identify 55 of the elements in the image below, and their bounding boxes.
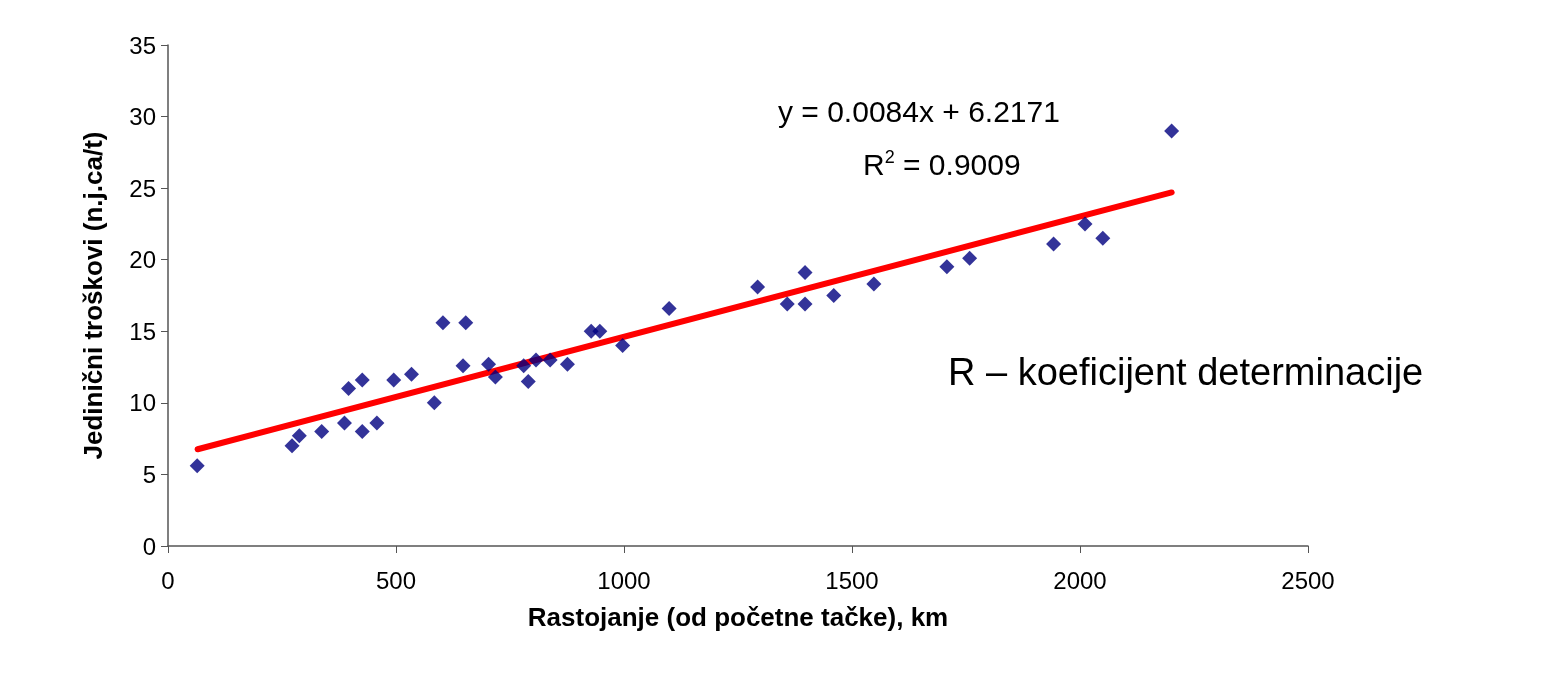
x-tick-label: 0 — [161, 566, 175, 594]
point — [291, 428, 307, 444]
annotation: R – koeficijent determinacije — [948, 351, 1424, 393]
y-axis-title: Jedinični troškovi (n.j.ca/t) — [78, 131, 108, 460]
point — [1095, 230, 1111, 246]
x-tick-label: 1500 — [825, 566, 879, 594]
point — [866, 276, 882, 292]
x-tick-label: 2500 — [1281, 566, 1335, 594]
annotation: y = 0.0084x + 6.2171 — [778, 94, 1060, 128]
point — [404, 366, 419, 382]
x-tick-label: 1000 — [597, 566, 651, 594]
point — [386, 372, 402, 388]
point — [962, 250, 978, 266]
y-tick-label: 30 — [129, 103, 156, 131]
point — [189, 458, 205, 474]
point — [369, 415, 385, 431]
point — [661, 300, 677, 316]
point — [458, 315, 474, 331]
point — [354, 372, 370, 388]
y-tick-label: 10 — [129, 389, 156, 417]
point — [455, 358, 471, 374]
y-tick-label: 5 — [142, 460, 156, 488]
point — [592, 323, 608, 339]
point — [314, 423, 330, 439]
point — [354, 423, 370, 439]
point — [542, 352, 558, 368]
point — [797, 265, 813, 281]
point — [516, 358, 532, 374]
y-tick-label: 25 — [129, 174, 156, 202]
point — [1164, 123, 1180, 139]
x-axis-title: Rastojanje (od početne tačke), km — [527, 602, 949, 632]
point — [481, 356, 497, 372]
point — [779, 296, 795, 312]
point — [284, 438, 300, 454]
point — [426, 395, 442, 411]
point — [336, 415, 352, 431]
point — [750, 279, 766, 295]
y-tick-label: 35 — [129, 31, 156, 59]
point — [1077, 216, 1093, 232]
point — [939, 259, 955, 275]
point — [528, 352, 544, 368]
point — [487, 369, 503, 385]
point — [435, 315, 451, 331]
y-tick-label: 15 — [129, 317, 156, 345]
x-tick-label: 500 — [375, 566, 417, 594]
point — [1046, 236, 1062, 252]
y-tick-label: 20 — [129, 246, 156, 274]
point — [341, 381, 357, 397]
point — [797, 296, 813, 312]
point — [520, 373, 536, 389]
point — [615, 338, 631, 354]
y-tick-label: 0 — [142, 532, 156, 560]
point — [559, 356, 575, 372]
point — [826, 288, 842, 303]
x-tick-label: 2000 — [1053, 566, 1107, 594]
